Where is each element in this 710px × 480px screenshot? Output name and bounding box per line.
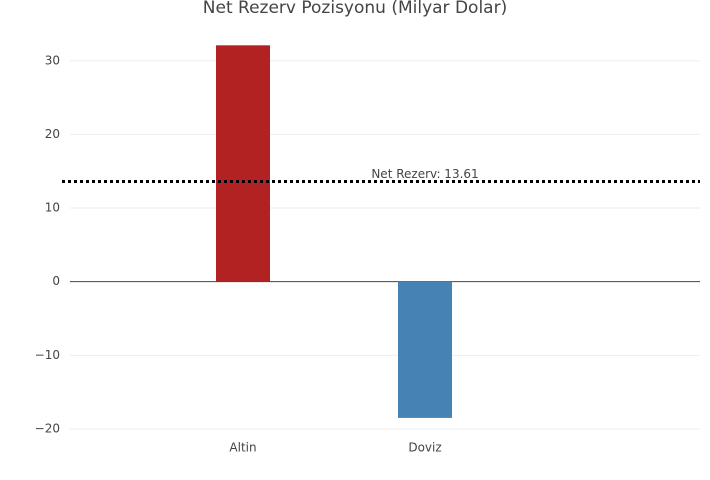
bar <box>398 281 452 418</box>
y-tick-label: 10 <box>45 201 60 215</box>
chart-title: Net Rezerv Pozisyonu (Milyar Dolar) <box>203 0 507 18</box>
y-tick-label: 30 <box>45 53 60 67</box>
y-tick-label: −20 <box>35 421 60 435</box>
x-tick-label: Doviz <box>408 441 441 455</box>
y-tick-label: 0 <box>52 274 60 288</box>
y-tick-label: 20 <box>45 127 60 141</box>
y-tick-label: −10 <box>35 348 60 362</box>
reference-label: Net Rezerv: 13.61 <box>371 167 478 181</box>
bar <box>216 45 270 282</box>
x-tick-label: Altin <box>229 441 256 455</box>
